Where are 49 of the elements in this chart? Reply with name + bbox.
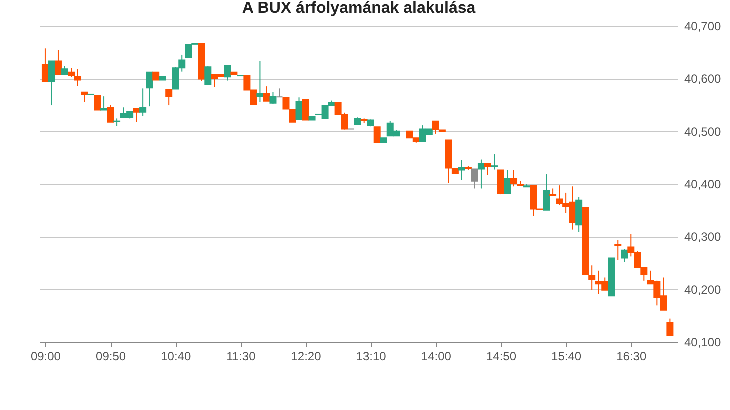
candlestick [140, 88, 147, 117]
candlestick [543, 174, 550, 211]
x-tick-label: 15:40 [552, 350, 582, 364]
x-tick-label: 10:40 [161, 350, 192, 364]
candlestick [490, 154, 498, 170]
x-tick-label: 09:50 [96, 350, 126, 364]
x-tick-label: 16:30 [616, 350, 647, 364]
y-tick-label: 40,700 [684, 20, 722, 34]
candlestick [374, 126, 381, 144]
chart-title: A BUX árfolyamának alakulása [242, 0, 476, 17]
candlestick [42, 48, 49, 82]
y-tick-label: 40,100 [684, 336, 722, 350]
candlestick [204, 66, 212, 86]
candlestick [166, 89, 173, 106]
y-tick-label: 40,600 [684, 72, 722, 86]
x-tick-label: 12:20 [291, 350, 322, 364]
candlestick [263, 86, 270, 102]
candlestick [484, 163, 492, 176]
candlestick [100, 96, 108, 111]
candlestick [478, 159, 485, 190]
candlestick [270, 92, 277, 105]
candlestick [48, 60, 56, 106]
x-tick-label: 09:00 [30, 350, 62, 364]
candlestick [133, 108, 140, 123]
candlestick [146, 72, 154, 108]
candlestick [81, 92, 88, 103]
candlestick [504, 170, 512, 194]
y-tick-label: 40,500 [684, 124, 722, 139]
candlestick [256, 60, 264, 103]
candlestick [296, 97, 303, 120]
candlestick [471, 168, 478, 190]
candlestick [54, 50, 62, 76]
x-tick-label: 14:50 [486, 350, 517, 364]
candlestick [458, 160, 466, 181]
y-tick-label: 40,200 [684, 282, 722, 297]
y-tick-label: 40,300 [684, 230, 722, 244]
candlestick [666, 318, 674, 336]
x-tick-label: 11:30 [226, 350, 256, 364]
candlestick [621, 248, 628, 263]
candlestick [107, 104, 114, 123]
x-tick-label: 14:00 [421, 350, 452, 364]
x-tick-label: 13:10 [356, 350, 387, 364]
candlestick [614, 240, 622, 261]
candlestick [94, 95, 102, 111]
candlestick [497, 170, 504, 196]
candlestick [302, 99, 310, 121]
candlestick [224, 66, 232, 82]
y-tick-label: 40,400 [684, 178, 722, 192]
candlestick [276, 88, 284, 98]
